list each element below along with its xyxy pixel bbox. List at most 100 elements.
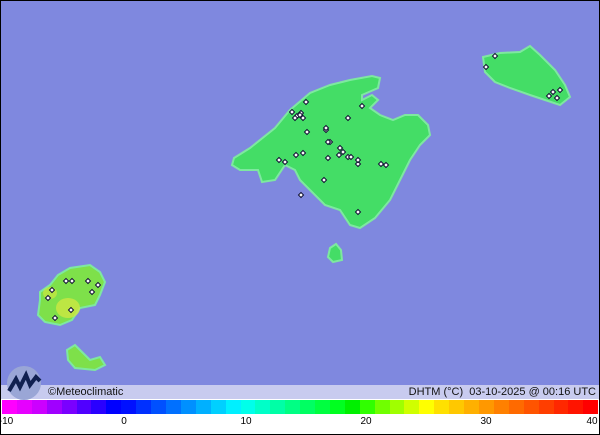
- station-marker[interactable]: [556, 86, 564, 94]
- colorbar-swatch: [493, 400, 509, 414]
- station-marker[interactable]: [288, 108, 296, 116]
- colorbar-swatch: [553, 400, 569, 414]
- station-marker[interactable]: [281, 158, 289, 166]
- colorbar-swatch: [225, 400, 241, 414]
- station-marker[interactable]: [84, 277, 92, 285]
- colorbar-swatch: [449, 400, 465, 414]
- colorbar-swatch: [523, 400, 539, 414]
- station-marker[interactable]: [335, 151, 343, 159]
- station-marker[interactable]: [482, 63, 490, 71]
- station-marker[interactable]: [339, 148, 347, 156]
- colorbar-swatch: [508, 400, 524, 414]
- colorbar-swatch: [46, 400, 62, 414]
- colorbar-swatch: [538, 400, 554, 414]
- station-marker[interactable]: [48, 286, 56, 294]
- colorbar-swatch: [270, 400, 286, 414]
- island-formentera: [65, 343, 107, 372]
- colorbar-swatch: [165, 400, 181, 414]
- island-menorca: [481, 44, 572, 107]
- station-marker[interactable]: [322, 124, 330, 132]
- station-marker[interactable]: [553, 94, 561, 102]
- variable-timestamp: DHTM (°C) 03-10-2025 @ 00:16 UTC: [409, 385, 596, 399]
- station-marker[interactable]: [299, 114, 307, 122]
- colorbar-tick-label: -10: [0, 416, 14, 427]
- credit-text: ©Meteoclimatic: [48, 386, 124, 398]
- colorbar-swatch: [359, 400, 375, 414]
- station-marker[interactable]: [320, 176, 328, 184]
- colorbar-swatch: [285, 400, 301, 414]
- colorbar-swatch: [389, 400, 405, 414]
- colorbar-tick-label: 40: [586, 416, 598, 427]
- colorbar-swatch: [91, 400, 107, 414]
- colorbar-swatch: [210, 400, 226, 414]
- colorbar-swatch: [2, 400, 17, 414]
- colorbar-swatch: [16, 400, 32, 414]
- colorbar-swatch: [434, 400, 450, 414]
- colorbar-swatch: [106, 400, 122, 414]
- station-marker[interactable]: [275, 156, 283, 164]
- station-marker[interactable]: [44, 294, 52, 302]
- station-marker[interactable]: [549, 88, 557, 96]
- colorbar-swatch: [583, 400, 599, 414]
- colorbar-tick-label: 20: [360, 416, 372, 427]
- colorbar-swatch: [61, 400, 77, 414]
- station-marker[interactable]: [344, 114, 352, 122]
- colorbar-swatch: [136, 400, 152, 414]
- station-marker[interactable]: [88, 288, 96, 296]
- colorbar: [2, 400, 599, 414]
- station-marker[interactable]: [324, 138, 332, 146]
- island-cabrera: [326, 242, 344, 264]
- colorbar-swatch: [240, 400, 256, 414]
- info-bar: ©Meteoclimatic DHTM (°C) 03-10-2025 @ 00…: [0, 366, 600, 400]
- colorbar-swatch: [180, 400, 196, 414]
- station-marker[interactable]: [382, 161, 390, 169]
- colorbar-tick-label: 10: [240, 416, 252, 427]
- colorbar-swatch: [568, 400, 584, 414]
- colorbar-swatch: [255, 400, 271, 414]
- station-marker[interactable]: [292, 151, 300, 159]
- station-marker[interactable]: [62, 277, 70, 285]
- warm-spot: [56, 298, 80, 318]
- station-marker[interactable]: [354, 160, 362, 168]
- station-marker[interactable]: [324, 154, 332, 162]
- colorbar-swatch: [374, 400, 390, 414]
- station-marker[interactable]: [302, 98, 310, 106]
- colorbar-swatch: [315, 400, 330, 414]
- colorbar-swatch: [151, 400, 166, 414]
- station-marker[interactable]: [94, 281, 102, 289]
- colorbar-swatch: [464, 400, 479, 414]
- station-marker[interactable]: [51, 314, 59, 322]
- station-marker[interactable]: [336, 144, 344, 152]
- colorbar-swatch: [76, 400, 92, 414]
- station-marker[interactable]: [303, 128, 311, 136]
- station-marker[interactable]: [68, 277, 76, 285]
- station-marker[interactable]: [299, 149, 307, 157]
- colorbar-swatch: [329, 400, 345, 414]
- station-marker[interactable]: [545, 92, 553, 100]
- colorbar-swatch: [121, 400, 137, 414]
- colorbar-swatch: [300, 400, 316, 414]
- station-marker[interactable]: [296, 111, 304, 119]
- meteoclimatic-logo: [7, 366, 42, 400]
- station-marker[interactable]: [297, 191, 305, 199]
- colorbar-swatch: [31, 400, 47, 414]
- station-marker[interactable]: [491, 52, 499, 60]
- station-marker[interactable]: [358, 102, 366, 110]
- station-marker[interactable]: [354, 208, 362, 216]
- timestamp: 03-10-2025 @ 00:16 UTC: [469, 386, 596, 398]
- colorbar-swatch: [195, 400, 211, 414]
- colorbar-swatch: [344, 400, 360, 414]
- colorbar-tick-label: 30: [480, 416, 492, 427]
- variable-label: DHTM (°C): [408, 386, 464, 398]
- colorbar-tick-label: 0: [121, 416, 127, 427]
- island-mallorca: [230, 74, 432, 230]
- station-marker[interactable]: [291, 114, 299, 122]
- colorbar-swatch: [479, 400, 494, 414]
- colorbar-swatch: [419, 400, 435, 414]
- station-marker[interactable]: [347, 153, 355, 161]
- station-marker[interactable]: [377, 160, 385, 168]
- station-marker[interactable]: [354, 156, 362, 164]
- colorbar-swatch: [404, 400, 420, 414]
- station-marker[interactable]: [67, 306, 75, 314]
